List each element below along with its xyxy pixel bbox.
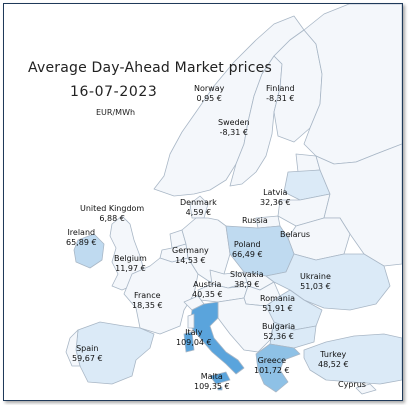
country-name: Turkey — [320, 350, 347, 359]
region-germany — [181, 217, 231, 283]
label-uk: United Kingdom 6,88 € — [80, 204, 144, 224]
country-name: Ukraine — [300, 272, 331, 281]
country-name: Denmark — [180, 198, 217, 207]
region-sicily — [209, 371, 231, 385]
label-slovakia: Slovakia 38,9 € — [230, 270, 264, 290]
country-price: 109,04 € — [176, 338, 212, 347]
country-name: Russia — [242, 216, 268, 225]
country-price: 11,97 € — [115, 264, 146, 273]
country-price: 48,52 € — [318, 360, 349, 369]
country-name: Slovakia — [230, 270, 264, 279]
label-turkey: Turkey 48,52 € — [318, 350, 349, 370]
label-denmark: Denmark 4,59 € — [180, 198, 217, 218]
label-ukraine: Ukraine 51,03 € — [300, 272, 331, 292]
region-portugal — [65, 329, 81, 367]
label-austria: Austria 40,35 € — [192, 280, 223, 300]
country-price: 6,88 € — [99, 214, 125, 223]
country-price: 18,35 € — [132, 301, 163, 310]
region-ireland — [73, 233, 105, 269]
country-price: -8,31 € — [219, 128, 248, 137]
country-name: Norway — [194, 84, 225, 93]
country-name: France — [133, 291, 161, 300]
country-price: 14,53 € — [175, 256, 206, 265]
country-name: Belgium — [114, 254, 147, 263]
country-name: Malta — [200, 372, 223, 381]
region-malta — [217, 386, 223, 391]
country-name: Poland — [233, 240, 261, 249]
country-name: Romania — [260, 294, 295, 303]
country-price: 51,91 € — [262, 304, 293, 313]
country-name: Bulgaria — [262, 322, 296, 331]
country-name: Germany — [172, 246, 209, 255]
country-price: 109,35 € — [194, 382, 230, 391]
country-name: Greece — [257, 356, 287, 365]
label-belarus: Belarus — [280, 230, 310, 240]
label-spain: Spain 59,67 € — [72, 344, 103, 364]
country-price: 38,9 € — [234, 280, 260, 289]
label-romania: Romania 51,91 € — [260, 294, 295, 314]
region-italy — [189, 301, 245, 375]
country-price: 65,89 € — [66, 238, 97, 247]
country-price: 0,95 € — [196, 94, 222, 103]
label-germany: Germany 14,53 € — [172, 246, 209, 266]
region-cyprus — [355, 383, 377, 395]
label-poland: Poland 66,49 € — [232, 240, 263, 260]
label-greece: Greece 101,72 € — [254, 356, 290, 376]
label-ireland: Ireland 65,89 € — [66, 228, 97, 248]
country-name: United Kingdom — [80, 204, 145, 213]
country-name: Finland — [266, 84, 295, 93]
label-malta: Malta 109,35 € — [194, 372, 230, 392]
label-italy: Italy 109,04 € — [176, 328, 212, 348]
country-price: 40,35 € — [192, 290, 223, 299]
label-sweden: Sweden -8,31 € — [218, 118, 250, 138]
country-name: Spain — [76, 344, 99, 353]
country-name: Sweden — [218, 118, 250, 127]
country-price: 101,72 € — [254, 366, 290, 375]
country-name: Italy — [185, 328, 203, 337]
country-price: 32,36 € — [260, 198, 291, 207]
country-name: Latvia — [263, 188, 288, 197]
map-date: 16-07-2023 — [70, 84, 158, 100]
country-price: 52,36 € — [263, 332, 294, 341]
country-price: 66,49 € — [232, 250, 263, 259]
country-name: Austria — [193, 280, 222, 289]
label-russia: Russia — [242, 216, 268, 226]
label-belgium: Belgium 11,97 € — [114, 254, 147, 274]
region-greece — [255, 343, 301, 393]
region-west-balkans — [217, 297, 275, 353]
country-price: 59,67 € — [72, 354, 103, 363]
region-corsica — [187, 313, 195, 329]
label-cyprus: Cyprus — [338, 380, 366, 390]
map-frame: Average Day-Ahead Market prices 16-07-20… — [3, 3, 403, 401]
country-name: Belarus — [280, 230, 311, 239]
country-name: Ireland — [67, 228, 96, 237]
country-price: -8,31 € — [266, 94, 295, 103]
label-france: France 18,35 € — [132, 291, 163, 311]
label-norway: Norway 0,95 € — [194, 84, 224, 104]
region-sardinia — [183, 331, 195, 353]
label-latvia: Latvia 32,36 € — [260, 188, 291, 208]
country-price: 4,59 € — [185, 208, 212, 217]
map-title: Average Day-Ahead Market prices — [28, 60, 272, 76]
region-turkey — [303, 333, 402, 385]
region-denmark — [189, 195, 209, 219]
europe-map — [65, 4, 402, 395]
country-price: 51,03 € — [300, 282, 331, 291]
country-name: Cyprus — [338, 380, 366, 389]
label-bulgaria: Bulgaria 52,36 € — [262, 322, 295, 342]
label-finland: Finland -8,31 € — [266, 84, 295, 104]
map-unit: EUR/MWh — [96, 108, 136, 117]
